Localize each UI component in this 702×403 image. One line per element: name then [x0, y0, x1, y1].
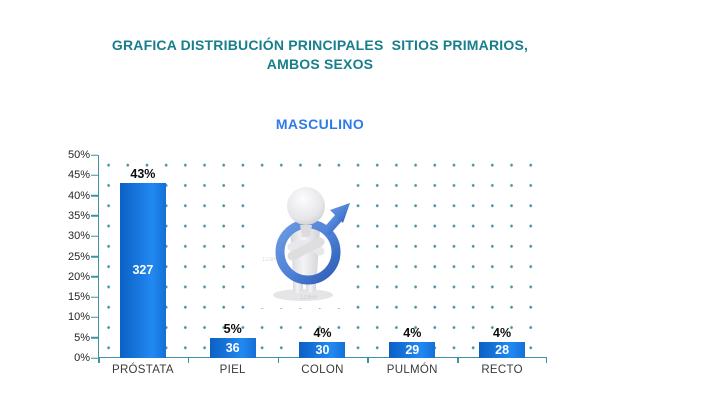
y-tick-mark	[91, 194, 98, 197]
chart-title-line2: AMBOS SEXOS	[266, 56, 374, 72]
bar-percent-label: 43%	[130, 167, 156, 182]
x-axis-category-labels: PRÓSTATA PIEL COLON PULMÓN RECTO	[98, 364, 547, 376]
chart-subtitle: MASCULINO	[275, 116, 365, 132]
category-label-pulmon: PULMÓN	[386, 364, 438, 376]
chart-title: GRAFICA DISTRIBUCIÓN PRINCIPALES SITIOS …	[20, 36, 620, 74]
category-label-colon: COLON	[301, 364, 344, 376]
bar-percent-label: 4%	[493, 325, 512, 340]
bar-value-label: 28	[495, 342, 510, 357]
y-tick-mark	[91, 316, 98, 319]
x-tick-mark	[545, 357, 547, 363]
x-tick-mark	[457, 357, 459, 363]
bar-percent-label: 4%	[313, 325, 332, 340]
bar-slot-pulmon: 4% 29	[367, 155, 457, 358]
bar-percent-label: 5%	[223, 321, 242, 336]
y-tick-label: 45%	[67, 169, 90, 182]
bar-slot-recto: 4% 28	[457, 155, 547, 358]
y-axis-labels: 0% 5% 10% 15% 20% 25% 30% 35% 40% 45% 50%	[28, 149, 90, 364]
bar-series: 43% 327 5% 36 4% 30 4% 29 4% 28	[98, 155, 547, 358]
x-tick-mark	[277, 357, 280, 363]
male-symbol-3d-person-icon: 123RF 123RF	[248, 167, 353, 308]
y-tick-label: 0%	[74, 352, 90, 364]
y-tick-label: 20%	[67, 270, 90, 283]
y-tick-mark	[91, 296, 98, 298]
male-figure-svg: 123RF 123RF	[248, 167, 353, 308]
bar-slot-colon: 4% 30	[278, 155, 368, 358]
x-tick-mark	[367, 357, 369, 363]
y-tick-mark	[91, 235, 98, 237]
chart-title-line1: GRAFICA DISTRIBUCIÓN PRINCIPALES SITIOS …	[111, 37, 529, 53]
bar-value-label: 30	[315, 342, 330, 357]
bar-pulmon: 29	[389, 341, 436, 358]
y-tick-label: 15%	[67, 291, 90, 304]
category-label-recto: RECTO	[481, 364, 523, 376]
y-tick-mark	[91, 215, 98, 217]
watermark-text: 123RF	[300, 295, 318, 301]
bar-percent-label: 4%	[403, 325, 422, 340]
y-tick-label: 30%	[67, 230, 90, 243]
bar-value-label: 29	[405, 342, 420, 357]
bar-piel: 36	[209, 337, 256, 358]
bar-value-label: 327	[132, 263, 154, 278]
bar-slot-piel: 5% 36	[188, 155, 278, 358]
bar-slot-prostata: 43% 327	[98, 155, 188, 358]
x-tick-mark	[98, 357, 100, 363]
y-tick-label: 40%	[67, 189, 90, 202]
watermark-text: 123RF	[262, 257, 280, 263]
category-label-prostata: PRÓSTATA	[111, 364, 174, 376]
y-tick-mark	[91, 336, 98, 339]
x-tick-mark	[187, 357, 190, 363]
bar-value-label: 36	[225, 340, 240, 355]
y-tick-label: 25%	[67, 250, 90, 263]
y-axis-ticks	[91, 154, 98, 359]
y-tick-label: 10%	[67, 311, 90, 324]
y-tick-mark	[91, 154, 98, 156]
y-tick-mark	[91, 357, 98, 359]
y-tick-mark	[91, 255, 98, 258]
bar-prostata: 327	[119, 183, 166, 358]
y-tick-label: 5%	[74, 331, 90, 344]
bar-colon: 30	[299, 341, 346, 358]
y-tick-mark	[91, 276, 98, 278]
y-tick-label: 50%	[67, 149, 90, 161]
category-label-piel: PIEL	[219, 364, 246, 376]
y-tick-mark	[91, 174, 98, 177]
bar-recto: 28	[479, 341, 526, 358]
y-tick-label: 35%	[67, 209, 90, 222]
x-axis-ticks	[98, 357, 547, 363]
